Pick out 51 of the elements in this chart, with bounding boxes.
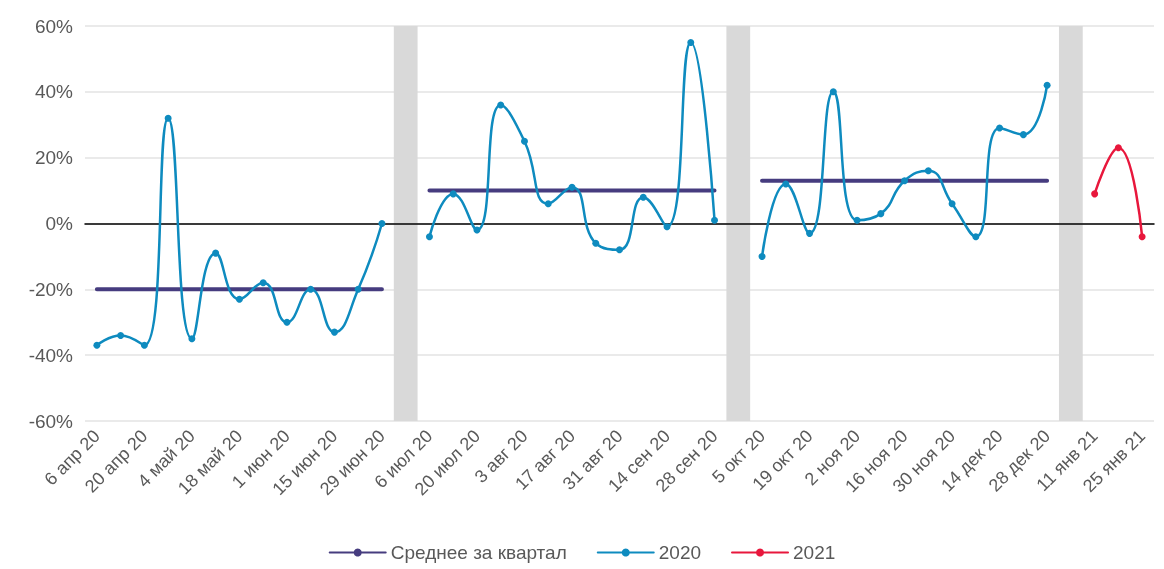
point (782, 180, 790, 188)
legend-label: Среднее за квартал (390, 542, 567, 563)
point (829, 88, 837, 96)
point (758, 252, 766, 260)
point (497, 101, 505, 109)
point (1019, 131, 1027, 139)
point (948, 200, 956, 208)
point (188, 335, 196, 343)
point (639, 193, 647, 201)
point (307, 285, 315, 293)
point (592, 239, 600, 247)
point (544, 200, 552, 208)
point (1091, 190, 1099, 198)
point (330, 328, 338, 336)
point (853, 216, 861, 224)
point (354, 285, 362, 293)
point (711, 216, 719, 224)
point (140, 341, 148, 349)
y-tick-label: 20% (34, 147, 74, 169)
point (283, 318, 291, 326)
point (117, 331, 125, 339)
point (972, 233, 980, 241)
point (425, 233, 433, 241)
point (1138, 233, 1146, 241)
point (663, 223, 671, 231)
point (901, 177, 909, 185)
point (687, 38, 695, 46)
point (93, 341, 101, 349)
point (616, 246, 623, 254)
legend-label: 2020 (658, 542, 702, 563)
point (259, 279, 267, 287)
y-tick-label: 0% (45, 213, 74, 234)
point (235, 295, 243, 303)
y-tick-label: -40% (28, 344, 74, 366)
point (378, 220, 386, 227)
point (924, 167, 932, 175)
point (520, 137, 528, 145)
point (449, 190, 457, 198)
y-tick-label: -20% (28, 278, 74, 300)
y-tick-label: 40% (34, 81, 74, 103)
point (996, 124, 1004, 132)
point (877, 210, 885, 218)
legend-label: 2021 (793, 542, 836, 563)
point (1043, 81, 1051, 89)
y-tick-label: 60% (34, 15, 74, 37)
point (164, 114, 172, 122)
point (1114, 144, 1122, 152)
point (568, 183, 576, 191)
point (212, 249, 220, 257)
point (806, 229, 814, 237)
y-tick-label: -60% (28, 410, 74, 432)
